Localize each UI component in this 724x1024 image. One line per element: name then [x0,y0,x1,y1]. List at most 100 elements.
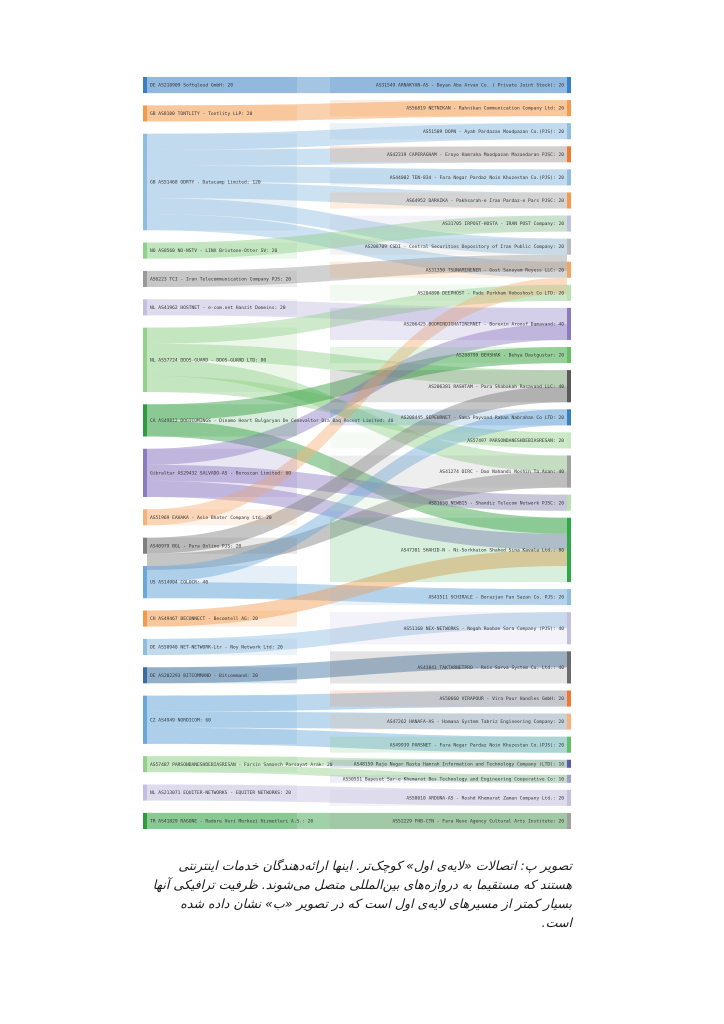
sankey-link [147,347,567,421]
left-node-band [147,784,297,801]
right-node-band [330,713,567,730]
sankey-link [147,198,567,255]
left-node-label: DE AS210909 Softqloud GmbH: 20 [150,83,233,89]
left-node-bar [143,327,147,393]
left-node-band [147,299,297,316]
right-node-label: AS48159 Raje Negar Rasta Hamrah Informat… [354,761,564,767]
left-node-bar [143,638,147,655]
left-node-band [147,404,297,437]
right-node-label: AS56819 NETNIKAN - Rahnikan Communicatio… [406,106,564,112]
right-node-bar [567,284,571,301]
right-node-label: AS61650 NEWBIS - Shandiz Telecom Network… [428,500,564,506]
left-node-label: DE AS202293 BITCOMMAND - Bitcommand: 20 [150,673,258,679]
left-node-band [147,105,297,122]
left-node-bar [143,242,147,259]
right-node-label: AS43841 TAKTARNETPRO - Reis Sarva System… [417,665,564,671]
left-nodes: DE AS210909 Softqloud GmbH: 20 GB AS8100 … [143,77,394,829]
right-node-bar [567,774,571,783]
right-node-label: AS208445 SEPEHRNET - Sama Payvand Raban … [401,415,564,421]
sankey-link [147,215,567,259]
right-node-label: AS64952 DARAIKA - Pakhsarah-e Iran Parda… [406,198,564,204]
right-node-band [330,284,567,301]
right-node-band [330,347,567,364]
left-node-band [147,242,297,259]
right-node-label: AS47301 SHAHID-N - Ni-Sorkhaion Shahed S… [401,547,564,553]
right-node-bar [567,759,571,768]
sankey-link [147,784,567,806]
right-node-band [330,192,567,209]
right-node-bar [567,651,571,684]
right-node-label: AS206425 BOOMINDIGHATINERNET - Borexin A… [404,322,565,328]
right-node-label: AS52229 FHB-CTN - Fara Neve Agency Cultu… [393,819,565,825]
sankey-link [147,549,567,627]
sankey-link [147,77,567,94]
sankey-link [147,284,567,344]
right-node-bar [567,812,571,829]
right-node-bar [567,589,571,606]
left-node-label: NL AS57724 DDOS-GUARD - DDOS-GUARD LTD: … [150,357,266,363]
sankey-link [147,254,567,288]
sankey-link [147,146,567,166]
sankey-link [147,690,567,712]
right-node-label: AS42319 CAPERAGHAM - Eroyo Hamraha Moodp… [387,152,564,158]
right-node-bar [567,455,571,488]
right-node-bar [567,432,571,449]
right-node-label: AS31705 IRPOST-HOSTA - IRAN POST Company… [442,221,564,227]
sankey-link [147,471,567,570]
right-node-band [330,517,567,583]
right-node-bar [567,736,571,753]
right-node-label: AS43511 SCHIRALE - Borazjan Fan Sazan Co… [428,595,564,601]
right-node-band [330,370,567,403]
right-node-band [330,494,567,511]
left-node-bar [143,448,147,498]
right-node-label: AS57497 PARSONDANESHDEBIASRESAN: 20 [467,438,564,444]
left-node-label: AS57487 PARSONDANESHDEBIASRESAN - Farsin… [150,762,333,768]
right-node-bar [567,192,571,209]
left-node-bar [143,537,147,554]
left-node-band [147,812,297,829]
left-node-band [147,133,297,231]
right-node-band [330,409,567,426]
left-node-label: NL AS213071 EQUITER-NETWORKS - EQUITER N… [150,790,291,796]
figure-caption: تصویر پ: اتصالات «لایه‌ی اول» کوچک‌تر. ا… [152,858,572,930]
right-node-label: AS41274 DIRC - Dao Nahandi Noshin Ta Asa… [440,469,565,475]
left-node-bar [143,105,147,122]
left-node-bar [143,270,147,288]
sankey-link [147,343,567,387]
right-node-band [330,812,567,829]
right-node-label: AS31350 TSUNAMINENER - Gost Sanayam Reye… [426,267,565,273]
right-node-bar [567,77,571,94]
right-node-bar [567,100,571,117]
right-node-band [330,736,567,753]
right-node-bar [567,146,571,163]
right-node-label: AS206381 RASHTAM - Para Shabakah Rasavan… [428,384,564,390]
right-node-band [330,169,567,186]
sankey-link [147,812,567,829]
left-node-band [147,695,297,744]
left-node-label: GB AS8100 TONTLITY - Tontlity LLP: 20 [150,111,253,117]
right-node-label: AS31549 ARNAKYAN-AS - Boyan Aba Arvan Co… [376,83,564,89]
right-node-label: AS51589 DOPN - Ayah Pardazan Moodpazan C… [423,129,564,135]
sankey-link [147,100,567,122]
sankey-link [147,214,567,278]
sankey-link [147,386,567,554]
right-node-bar [567,169,571,186]
left-node-bar [143,509,147,526]
sankey-link [147,764,567,783]
left-node-label: CH AS49467 BECONNECT - Becomtell AG: 20 [150,616,258,622]
left-node-bar [143,812,147,829]
sankey-link [147,756,567,768]
sankey-link [147,420,567,534]
right-node-label: AS208799 BEHSHAK - Behya Dastgustar: 20 [456,353,564,359]
left-node-bar [143,756,147,773]
right-node-bar [567,370,571,403]
left-node-label: AS51969 EAHAKA - Asio Bhater Company Ltd… [150,515,272,521]
sankey-link [147,651,567,684]
right-node-label: AS49939 PARSNET - Fara Negar Pardaz Noin… [390,742,564,748]
left-node-label: GB AS51468 ODRTY - Datacamp Limited: 120 [150,180,261,186]
right-node-label: AS50010 ARDUNA-AS - Roshd Khemarat Zaman… [406,795,564,801]
right-node-label: AS50660 VIRAPOUR - Vira Pour Handles Gmb… [440,696,565,702]
left-node-band [147,667,297,684]
right-node-band [330,774,567,783]
right-node-bar [567,261,571,278]
